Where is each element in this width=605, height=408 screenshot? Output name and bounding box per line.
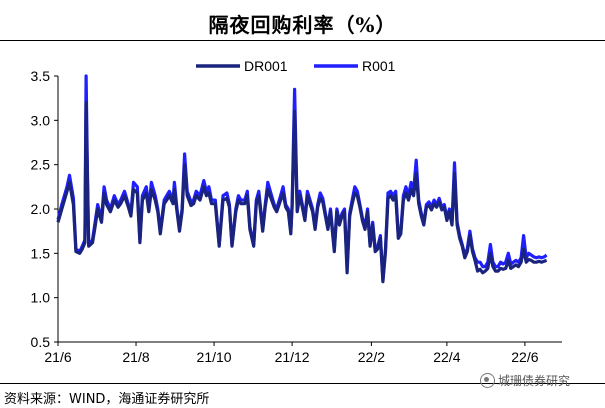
y-tick-label: 2.0 [31,201,51,217]
chart-title: 隔夜回购利率（%） [208,13,397,37]
line-chart: 0.5 1.0 1.5 2.0 2.5 3.0 3.5 21/6 21/8 21/10 21/12 2… [31,58,562,365]
title-divider [0,40,605,41]
y-tick-label: 3.5 [31,68,51,84]
watermark: 城珊债券研究 [480,372,570,389]
x-tick-label: 21/8 [122,349,149,365]
x-tick-label: 22/4 [433,349,460,365]
x-tick-label: 22/6 [511,349,538,365]
chart-axes: 0.5 1.0 1.5 2.0 2.5 3.0 3.5 21/6 21/8 21/10 21/12 2… [31,68,562,365]
series-line-dr001 [56,101,548,284]
footer-divider [0,383,605,384]
y-tick-label: 2.5 [31,157,51,173]
legend-label-dr001: DR001 [244,58,288,74]
y-tick-label: 0.5 [31,334,51,350]
y-tick-label: 1.5 [31,245,51,261]
x-tick-label: 21/12 [275,349,310,365]
legend-label-r001: R001 [362,58,396,74]
y-tick-label: 3.0 [31,112,51,128]
x-tick-label: 21/10 [197,349,232,365]
watermark-text: 城珊债券研究 [498,374,571,388]
x-tick-label: 22/2 [358,349,385,365]
source-note: 资料来源：WIND，海通证券研究所 [4,392,210,407]
series-layer [56,74,548,284]
wechat-icon [480,373,495,388]
chart-legend: DR001 R001 [196,58,396,74]
y-tick-label: 1.0 [31,290,51,306]
x-tick-label: 21/6 [44,349,71,365]
chart-title-bar: 隔夜回购利率（%） [0,0,605,42]
